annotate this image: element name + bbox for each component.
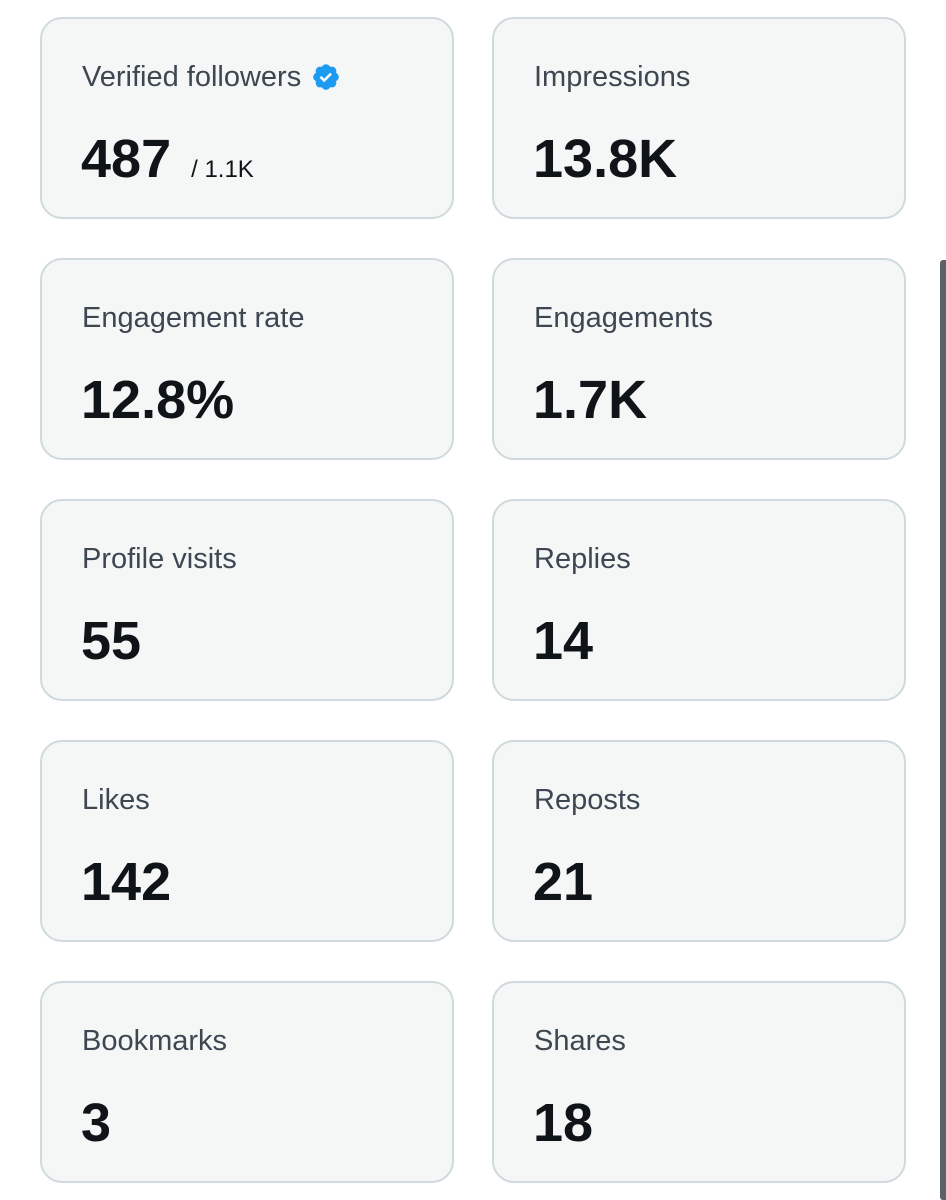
metric-value: 12.8% [81,370,235,430]
metric-label: Shares [534,1025,626,1057]
metric-value: 487 [81,129,172,189]
metric-label: Replies [534,543,631,575]
metric-card-reposts[interactable]: Reposts 21 [492,740,906,942]
metric-value: 18 [533,1093,594,1153]
metric-label: Profile visits [82,543,237,575]
metric-label: Likes [82,784,150,816]
metric-label: Engagement rate [82,302,305,334]
metric-value: 142 [81,852,172,912]
metric-value: 21 [533,852,594,912]
metrics-grid: Verified followers 487 / 1.1K Impression… [40,17,906,1183]
metric-label: Engagements [534,302,713,334]
metric-card-replies[interactable]: Replies 14 [492,499,906,701]
metric-card-shares[interactable]: Shares 18 [492,981,906,1183]
metric-label: Verified followers [82,61,302,93]
metric-card-impressions[interactable]: Impressions 13.8K [492,17,906,219]
metric-card-likes[interactable]: Likes 142 [40,740,454,942]
metric-value: 3 [81,1093,112,1153]
metric-label-row: Verified followers [82,59,341,95]
metric-card-profile-visits[interactable]: Profile visits 55 [40,499,454,701]
metric-label: Bookmarks [82,1025,228,1057]
metric-card-engagement-rate[interactable]: Engagement rate 12.8% [40,258,454,460]
vertical-scrollbar[interactable] [940,260,946,1200]
metric-value: 1.7K [533,370,648,430]
metric-value: 14 [533,611,594,671]
metric-value: 55 [81,611,142,671]
metric-value-row: 487 / 1.1K [81,127,254,202]
verified-badge-icon [311,62,341,92]
metric-value: 13.8K [533,129,678,189]
metric-total: / 1.1K [191,156,254,183]
metric-label: Impressions [534,61,691,93]
metric-label: Reposts [534,784,641,816]
metric-card-bookmarks[interactable]: Bookmarks 3 [40,981,454,1183]
metric-card-engagements[interactable]: Engagements 1.7K [492,258,906,460]
metric-card-verified-followers[interactable]: Verified followers 487 / 1.1K [40,17,454,219]
